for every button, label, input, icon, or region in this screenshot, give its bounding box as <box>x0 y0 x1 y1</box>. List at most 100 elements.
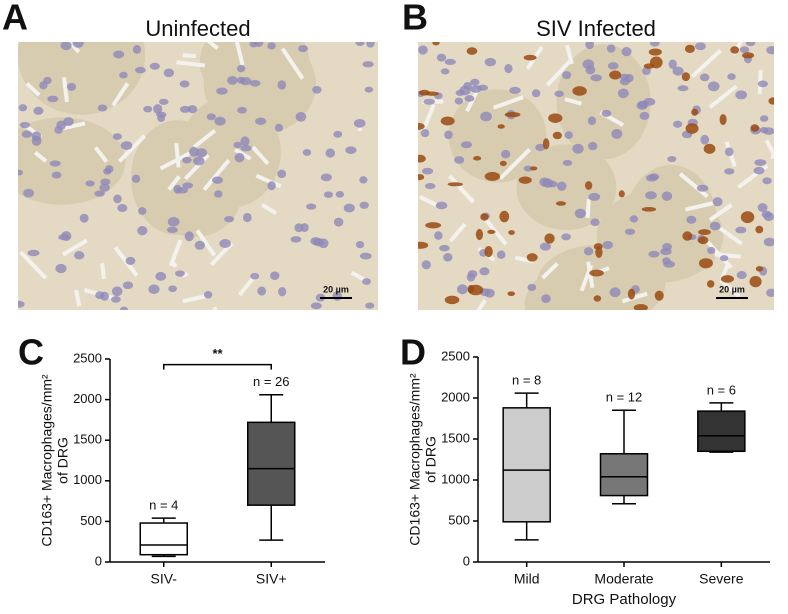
stain <box>468 285 475 293</box>
y-tick-label: 2000 <box>441 389 470 404</box>
stain <box>634 304 648 311</box>
nucleus <box>588 142 597 150</box>
nucleus <box>182 157 192 164</box>
nucleus <box>254 39 263 47</box>
nucleus <box>467 273 475 281</box>
image-title: SIV Infected <box>536 16 656 41</box>
nucleus <box>602 241 613 249</box>
nucleus <box>667 156 676 162</box>
nucleus <box>32 131 41 141</box>
nucleus <box>707 247 715 254</box>
fiber <box>715 255 741 257</box>
nucleus <box>98 105 107 112</box>
nucleus <box>312 86 321 94</box>
panel-letter: C <box>18 332 44 373</box>
nucleus <box>445 59 456 65</box>
nucleus <box>564 131 572 139</box>
nucleus <box>296 112 307 122</box>
nucleus <box>112 286 123 296</box>
nucleus <box>324 191 333 198</box>
nucleus <box>622 47 632 56</box>
stain <box>524 55 537 61</box>
stain <box>756 266 763 272</box>
nucleus <box>422 260 431 269</box>
stain <box>519 177 532 184</box>
nucleus <box>255 118 266 125</box>
stain <box>448 182 463 186</box>
nucleus <box>267 181 275 190</box>
nucleus <box>572 144 583 154</box>
stain <box>721 275 734 283</box>
nucleus <box>72 38 83 48</box>
nucleus <box>182 182 193 188</box>
nucleus <box>527 284 536 291</box>
nucleus <box>686 216 696 224</box>
nucleus <box>713 197 723 206</box>
y-tick-label: 1500 <box>73 432 102 447</box>
panel-letter: A <box>2 0 28 38</box>
nucleus <box>630 215 638 222</box>
stain <box>609 71 621 80</box>
stain <box>685 45 695 53</box>
nucleus <box>455 97 463 104</box>
nucleus <box>185 231 194 241</box>
nucleus <box>204 291 212 298</box>
nucleus <box>740 46 749 53</box>
nucleus <box>103 168 111 174</box>
image-title: Uninfected <box>145 16 250 41</box>
nucleus <box>167 227 178 233</box>
y-axis-label: CD163+ Macrophages/mm² <box>39 374 55 547</box>
stain <box>473 156 481 161</box>
y-tick-label: 500 <box>448 512 470 527</box>
nucleus <box>437 54 446 62</box>
nucleus <box>240 136 249 146</box>
nucleus <box>113 194 122 203</box>
nucleus <box>766 289 776 297</box>
nucleus <box>291 236 302 243</box>
stain <box>487 230 495 234</box>
nucleus <box>137 226 147 235</box>
nucleus <box>277 170 286 179</box>
stain <box>413 242 428 249</box>
nucleus <box>461 141 472 148</box>
stain <box>742 52 754 58</box>
nucleus <box>662 191 672 200</box>
stain <box>686 123 699 134</box>
nucleus <box>720 255 728 261</box>
nucleus <box>80 214 89 223</box>
nucleus <box>645 191 657 199</box>
nucleus <box>275 124 283 132</box>
nucleus <box>754 159 766 166</box>
nucleus <box>590 74 602 81</box>
nucleus <box>365 303 374 309</box>
nucleus <box>362 61 373 67</box>
box <box>140 523 187 555</box>
nucleus <box>753 167 764 174</box>
nucleus <box>356 241 364 248</box>
stain <box>750 124 759 131</box>
y-axis-label: of DRG <box>423 436 439 483</box>
micrograph <box>0 0 378 327</box>
nucleus <box>673 121 682 128</box>
nucleus <box>22 131 32 138</box>
stain <box>594 295 602 301</box>
stain <box>543 138 550 149</box>
stain <box>500 161 507 166</box>
nucleus <box>13 170 23 176</box>
nucleus <box>14 301 24 308</box>
nucleus <box>662 257 670 264</box>
nucleus <box>454 156 464 163</box>
nucleus <box>235 153 245 162</box>
stain <box>505 112 521 117</box>
stain <box>594 243 603 250</box>
n-label: n = 8 <box>512 373 541 388</box>
nucleus <box>345 146 356 154</box>
nucleus <box>326 148 336 157</box>
stain <box>628 289 635 300</box>
nucleus <box>237 77 245 84</box>
nucleus <box>168 217 180 226</box>
n-label: n = 6 <box>707 382 736 397</box>
nucleus <box>336 191 344 198</box>
nucleus <box>418 45 428 54</box>
stain <box>699 258 713 268</box>
